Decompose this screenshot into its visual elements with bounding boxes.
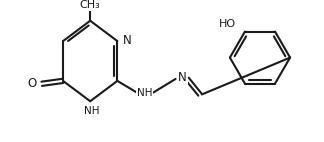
- Text: N: N: [123, 34, 132, 47]
- Text: CH₃: CH₃: [80, 0, 100, 10]
- Text: N: N: [178, 71, 187, 84]
- Text: NH: NH: [84, 106, 100, 116]
- Text: O: O: [27, 77, 37, 90]
- Text: HO: HO: [219, 19, 236, 29]
- Text: NH: NH: [137, 88, 152, 99]
